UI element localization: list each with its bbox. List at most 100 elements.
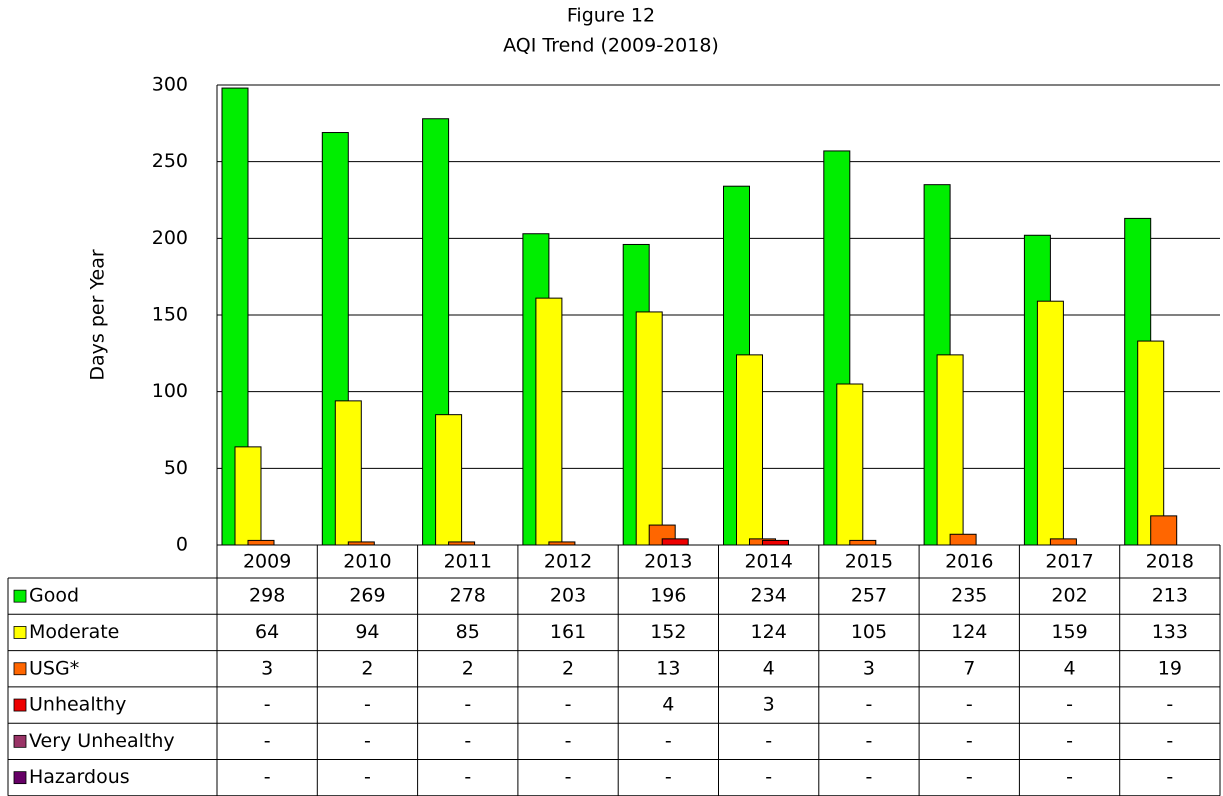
table-cell: - bbox=[966, 766, 973, 788]
y-tick-label: 0 bbox=[176, 534, 188, 556]
table-cell: - bbox=[364, 730, 371, 752]
bar bbox=[1150, 515, 1178, 546]
bar bbox=[661, 538, 689, 546]
x-tick-label: 2009 bbox=[243, 551, 291, 573]
table-cell: 4 bbox=[1064, 657, 1076, 679]
table-cell: - bbox=[866, 766, 873, 788]
table-cell: - bbox=[264, 694, 271, 716]
table-cell: 133 bbox=[1152, 621, 1188, 643]
x-tick-label: 2018 bbox=[1146, 551, 1194, 573]
table-cell: 3 bbox=[261, 657, 273, 679]
bar bbox=[1036, 300, 1064, 546]
x-tick-label: 2015 bbox=[845, 551, 893, 573]
x-tick-label: 2017 bbox=[1045, 551, 1093, 573]
table-cell: - bbox=[565, 730, 572, 752]
table-cell: 124 bbox=[951, 621, 987, 643]
legend-label: Very Unhealthy bbox=[29, 730, 175, 752]
bar bbox=[1137, 340, 1165, 546]
legend-swatch bbox=[13, 626, 27, 639]
table-cell: - bbox=[565, 694, 572, 716]
table-cell: 159 bbox=[1051, 621, 1087, 643]
bar bbox=[762, 539, 789, 546]
x-tick-label: 2016 bbox=[945, 551, 993, 573]
table-cell: 161 bbox=[550, 621, 586, 643]
table-cell: 85 bbox=[456, 621, 480, 643]
y-tick-label: 100 bbox=[152, 380, 188, 402]
table-cell: 19 bbox=[1158, 657, 1182, 679]
bar bbox=[247, 539, 275, 546]
x-tick-label: 2012 bbox=[544, 551, 592, 573]
x-tick-label: 2010 bbox=[343, 551, 391, 573]
bar bbox=[535, 297, 563, 546]
table-cell: - bbox=[1166, 694, 1173, 716]
legend-label: Unhealthy bbox=[29, 694, 126, 716]
bar bbox=[1049, 538, 1077, 546]
bar bbox=[936, 354, 964, 546]
legend-swatch bbox=[13, 662, 27, 676]
table-cell: - bbox=[464, 694, 471, 716]
table-cell: - bbox=[765, 730, 772, 752]
table-cell: 124 bbox=[751, 621, 787, 643]
x-tick-label: 2014 bbox=[744, 551, 792, 573]
table-cell: - bbox=[464, 766, 471, 788]
bar bbox=[334, 400, 362, 546]
legend-swatch bbox=[13, 734, 27, 748]
legend-label: Good bbox=[29, 585, 79, 607]
bar bbox=[234, 446, 262, 546]
table-cell: 278 bbox=[450, 585, 486, 607]
table-cell: 235 bbox=[951, 585, 987, 607]
bar bbox=[635, 311, 663, 546]
table-cell: 105 bbox=[851, 621, 887, 643]
table-cell: - bbox=[264, 766, 271, 788]
legend-label: Moderate bbox=[29, 621, 119, 643]
table-cell: 257 bbox=[851, 585, 887, 607]
legend-swatch bbox=[13, 698, 27, 712]
table-cell: 2 bbox=[462, 657, 474, 679]
table-cell: - bbox=[1066, 766, 1073, 788]
table-cell: 202 bbox=[1051, 585, 1087, 607]
chart-subtitle: AQI Trend (2009-2018) bbox=[503, 35, 719, 57]
y-tick-label: 300 bbox=[152, 74, 188, 96]
legend-label: Hazardous bbox=[29, 766, 130, 788]
table-cell: - bbox=[665, 730, 672, 752]
table-cell: 3 bbox=[863, 657, 875, 679]
table-cell: 2 bbox=[361, 657, 373, 679]
table-cell: 7 bbox=[963, 657, 975, 679]
x-tick-label: 2013 bbox=[644, 551, 692, 573]
table-cell: - bbox=[1166, 730, 1173, 752]
table-cell: - bbox=[1166, 766, 1173, 788]
bar bbox=[736, 354, 763, 546]
x-tick-label: 2011 bbox=[444, 551, 492, 573]
y-axis-label: Days per Year bbox=[87, 249, 109, 380]
legend-swatch bbox=[13, 771, 27, 785]
table-cell: - bbox=[1066, 694, 1073, 716]
table-cell: - bbox=[364, 694, 371, 716]
table-cell: - bbox=[264, 730, 271, 752]
y-tick-label: 250 bbox=[152, 150, 188, 172]
table-cell: - bbox=[966, 730, 973, 752]
table-cell: - bbox=[765, 766, 772, 788]
legend-swatch bbox=[13, 589, 27, 603]
table-cell: 4 bbox=[662, 694, 674, 716]
table-cell: - bbox=[966, 694, 973, 716]
table-cell: - bbox=[565, 766, 572, 788]
table-cell: 298 bbox=[249, 585, 285, 607]
table-cell: 3 bbox=[763, 694, 775, 716]
table-cell: - bbox=[866, 730, 873, 752]
legend-label: USG* bbox=[29, 657, 79, 679]
table-cell: 196 bbox=[650, 585, 686, 607]
y-tick-label: 150 bbox=[152, 304, 188, 326]
bar bbox=[949, 533, 977, 546]
table-cell: 2 bbox=[562, 657, 574, 679]
table-cell: 4 bbox=[763, 657, 775, 679]
chart-title: Figure 12 bbox=[567, 5, 655, 27]
table-cell: 13 bbox=[656, 657, 680, 679]
y-tick-label: 200 bbox=[152, 227, 188, 249]
table-cell: - bbox=[665, 766, 672, 788]
table-cell: - bbox=[464, 730, 471, 752]
table-cell: 269 bbox=[349, 585, 385, 607]
table-cell: - bbox=[1066, 730, 1073, 752]
table-cell: 213 bbox=[1152, 585, 1188, 607]
bar bbox=[836, 383, 864, 546]
table-cell: 203 bbox=[550, 585, 586, 607]
